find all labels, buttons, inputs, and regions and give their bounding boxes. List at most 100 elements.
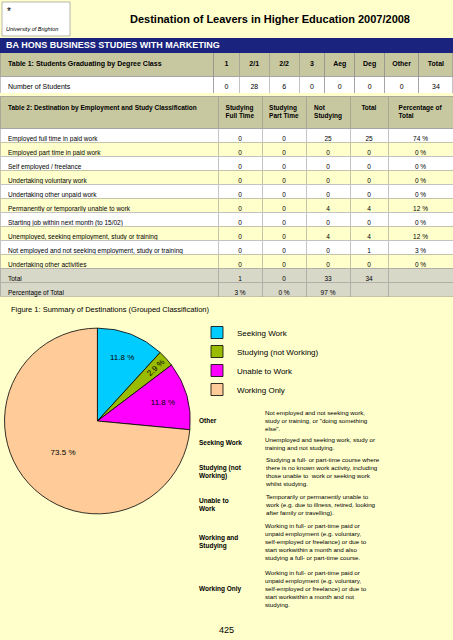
svg-text:0: 0 bbox=[238, 205, 242, 212]
svg-text:Self employed / freelance: Self employed / freelance bbox=[8, 163, 82, 171]
svg-text:Table 1: Students Graduating b: Table 1: Students Graduating by Degree C… bbox=[8, 60, 162, 68]
svg-text:0: 0 bbox=[310, 83, 314, 90]
svg-text:0: 0 bbox=[282, 205, 286, 212]
svg-text:Not employed and not seeking w: Not employed and not seeking work,study … bbox=[265, 409, 368, 432]
svg-text:0 %: 0 % bbox=[415, 163, 426, 170]
svg-text:2/2: 2/2 bbox=[279, 60, 289, 67]
svg-text:0: 0 bbox=[282, 149, 286, 156]
svg-text:0: 0 bbox=[367, 261, 371, 268]
svg-text:University of Brighton: University of Brighton bbox=[6, 26, 58, 32]
svg-text:Working in full- or part-time: Working in full- or part-time paid orunp… bbox=[265, 522, 367, 561]
svg-text:0: 0 bbox=[326, 219, 330, 226]
svg-text:3 %: 3 % bbox=[234, 289, 245, 296]
svg-text:Working Only: Working Only bbox=[237, 386, 285, 395]
svg-text:Total: Total bbox=[361, 104, 376, 111]
svg-text:4: 4 bbox=[367, 233, 371, 240]
svg-text:Other: Other bbox=[199, 417, 217, 424]
svg-text:0: 0 bbox=[282, 247, 286, 254]
svg-text:11.8 %: 11.8 % bbox=[110, 353, 134, 362]
svg-text:0: 0 bbox=[238, 149, 242, 156]
svg-text:4: 4 bbox=[367, 205, 371, 212]
svg-text:Temporarily or permanently una: Temporarily or permanently unable towork… bbox=[265, 493, 376, 516]
svg-text:0 %: 0 % bbox=[415, 191, 426, 198]
svg-text:StudyingFull Time: StudyingFull Time bbox=[226, 104, 255, 119]
svg-text:0: 0 bbox=[326, 261, 330, 268]
svg-text:2.9 %: 2.9 % bbox=[145, 358, 166, 378]
svg-text:Table 2: Destination by Employ: Table 2: Destination by Employment and S… bbox=[8, 104, 197, 112]
svg-text:Aeg: Aeg bbox=[333, 60, 346, 68]
svg-text:Studying a full- or part-time: Studying a full- or part-time course whe… bbox=[265, 456, 380, 487]
svg-text:Unable to Work: Unable to Work bbox=[237, 367, 293, 376]
svg-text:Working andStudying: Working andStudying bbox=[199, 534, 238, 550]
svg-text:0: 0 bbox=[367, 219, 371, 226]
svg-text:0: 0 bbox=[238, 177, 242, 184]
svg-text:3 %: 3 % bbox=[415, 247, 426, 254]
svg-text:28: 28 bbox=[250, 83, 258, 90]
svg-text:0: 0 bbox=[326, 191, 330, 198]
svg-text:Employed full time in paid wor: Employed full time in paid work bbox=[8, 135, 98, 143]
svg-text:97 %: 97 % bbox=[321, 289, 336, 296]
svg-text:0: 0 bbox=[238, 233, 242, 240]
svg-text:1: 1 bbox=[367, 247, 371, 254]
svg-text:Figure 1: Summary of Destinati: Figure 1: Summary of Destinations (Group… bbox=[11, 305, 209, 314]
svg-text:0: 0 bbox=[282, 275, 286, 282]
svg-text:Permanently or temporarily una: Permanently or temporarily unable to wor… bbox=[8, 205, 131, 213]
svg-text:34: 34 bbox=[365, 275, 373, 282]
svg-text:12 %: 12 % bbox=[413, 233, 428, 240]
svg-text:0: 0 bbox=[238, 247, 242, 254]
svg-text:0: 0 bbox=[238, 191, 242, 198]
svg-text:425: 425 bbox=[219, 625, 234, 635]
svg-text:0: 0 bbox=[338, 83, 342, 90]
svg-text:NotStudying: NotStudying bbox=[314, 104, 342, 120]
svg-text:BA HONS BUSINESS STUDIES WITH: BA HONS BUSINESS STUDIES WITH MARKETING bbox=[6, 40, 220, 50]
svg-text:Working in full- or part-time: Working in full- or part-time paid orunp… bbox=[265, 569, 367, 608]
svg-text:Unemployed, seeking employment: Unemployed, seeking employment, study or… bbox=[8, 233, 158, 241]
svg-text:0 %: 0 % bbox=[415, 149, 426, 156]
svg-text:0 %: 0 % bbox=[415, 177, 426, 184]
svg-text:0: 0 bbox=[238, 261, 242, 268]
svg-text:0 %: 0 % bbox=[415, 219, 426, 226]
svg-text:0: 0 bbox=[238, 135, 242, 142]
svg-text:0: 0 bbox=[282, 261, 286, 268]
svg-text:Deg: Deg bbox=[363, 60, 376, 68]
svg-text:1: 1 bbox=[225, 60, 229, 67]
svg-text:0: 0 bbox=[368, 83, 372, 90]
svg-text:Not employed and not seeking e: Not employed and not seeking employment,… bbox=[8, 247, 183, 255]
svg-text:25: 25 bbox=[365, 135, 373, 142]
svg-text:Total: Total bbox=[8, 275, 22, 282]
svg-text:4: 4 bbox=[326, 205, 330, 212]
svg-text:Other: Other bbox=[392, 60, 411, 67]
svg-text:11.8 %: 11.8 % bbox=[151, 398, 175, 407]
svg-text:73.5 %: 73.5 % bbox=[51, 448, 76, 457]
svg-text:34: 34 bbox=[432, 83, 440, 90]
svg-text:Seeking Work: Seeking Work bbox=[199, 439, 242, 447]
svg-text:Destination of Leavers in High: Destination of Leavers in Higher Educati… bbox=[130, 13, 410, 25]
svg-text:Total: Total bbox=[428, 60, 444, 67]
svg-text:Percentage of Total: Percentage of Total bbox=[8, 289, 64, 297]
svg-text:0: 0 bbox=[282, 191, 286, 198]
svg-text:Unemployed and seeking work, s: Unemployed and seeking work, study ortra… bbox=[265, 436, 375, 451]
svg-text:Undertaking other activities: Undertaking other activities bbox=[8, 261, 87, 269]
svg-text:0: 0 bbox=[326, 163, 330, 170]
svg-text:Working Only: Working Only bbox=[199, 585, 242, 593]
svg-text:0: 0 bbox=[225, 83, 229, 90]
svg-text:0: 0 bbox=[326, 149, 330, 156]
svg-text:Seeking Work: Seeking Work bbox=[237, 329, 288, 338]
svg-text:0 %: 0 % bbox=[278, 289, 289, 296]
svg-text:0: 0 bbox=[367, 177, 371, 184]
svg-text:Undertaking other unpaid work: Undertaking other unpaid work bbox=[8, 191, 97, 199]
svg-text:Studying (notWorking): Studying (notWorking) bbox=[199, 464, 242, 480]
svg-text:74 %: 74 % bbox=[413, 135, 428, 142]
svg-text:Number of Students: Number of Students bbox=[8, 83, 71, 90]
svg-text:0: 0 bbox=[282, 177, 286, 184]
svg-text:Studying (not Working): Studying (not Working) bbox=[237, 348, 319, 357]
svg-text:4: 4 bbox=[326, 233, 330, 240]
svg-text:1: 1 bbox=[238, 275, 242, 282]
svg-text:0: 0 bbox=[282, 233, 286, 240]
svg-text:0: 0 bbox=[282, 163, 286, 170]
svg-text:0: 0 bbox=[282, 219, 286, 226]
svg-text:0: 0 bbox=[238, 163, 242, 170]
svg-text:Employed part time in paid wor: Employed part time in paid work bbox=[8, 149, 101, 157]
svg-text:*: * bbox=[7, 6, 11, 17]
svg-text:0: 0 bbox=[326, 177, 330, 184]
